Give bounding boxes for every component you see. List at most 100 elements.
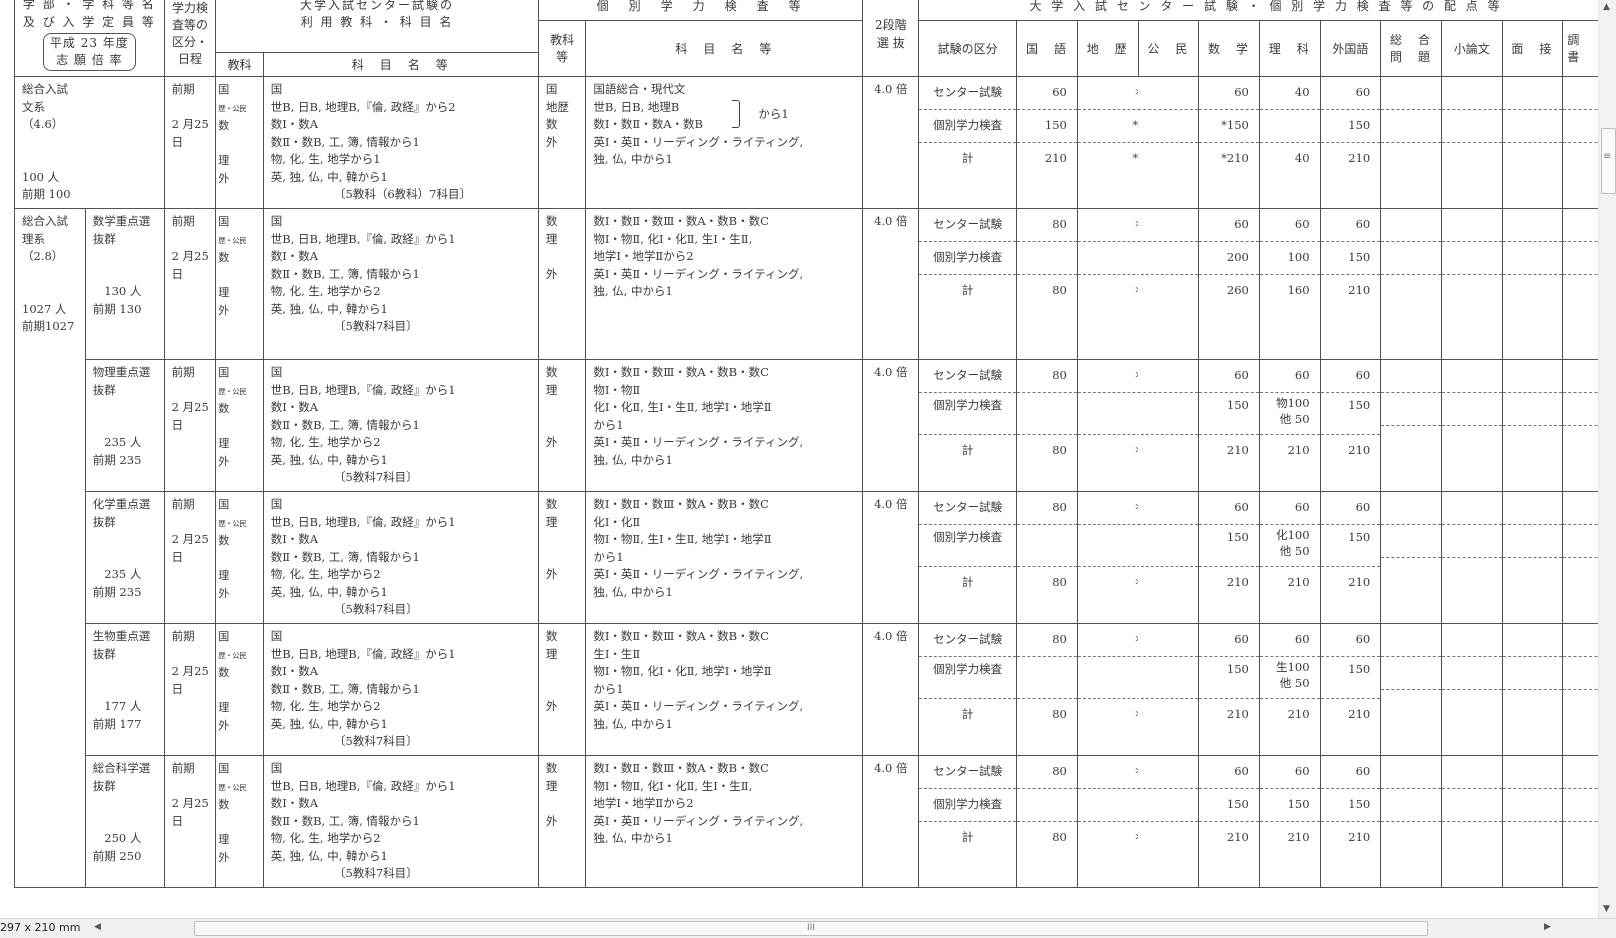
score-rika [1260, 110, 1320, 143]
kyoka-line: 国 [218, 215, 230, 228]
col-kokugo: 国 語 [1016, 20, 1078, 77]
grip-icon: ≡ [1603, 151, 1612, 162]
score-empty [1503, 558, 1562, 590]
empty-score-cell [1501, 208, 1564, 360]
kyoka-line: 数 [218, 402, 230, 415]
score-empty [1442, 110, 1502, 143]
nittei-cell: 前期 2 月25 日 [163, 491, 217, 624]
score-col-chireki: ＊40 ＊40 [1076, 208, 1139, 360]
kyoka-line: 数 [218, 119, 230, 132]
horizontal-scroll-thumb[interactable]: III [194, 921, 1428, 936]
dept-cell: 総合入試 文系 （4.6） 100 人 前期 100 [14, 76, 165, 209]
brace-icon [732, 100, 741, 128]
col-kominn: 公 民 [1137, 20, 1200, 77]
score-kokugo: 80 [1017, 757, 1077, 789]
sub-dept-cell: 総合科学選 抜群 250 人 前期 250 [84, 755, 165, 888]
vertical-scrollbar[interactable]: ▲ ≡ ▼ [1598, 0, 1616, 918]
score-col-kokugo: 80 80 [1016, 208, 1078, 360]
scroll-left-arrow-icon[interactable]: ◀ [94, 922, 101, 932]
score-rika: 160 [1287, 283, 1310, 297]
kyoka-line: 理 [218, 154, 230, 167]
score-math: 210 [1226, 575, 1249, 589]
score-gai: 210 [1348, 575, 1371, 589]
score-empty [1381, 210, 1441, 242]
scroll-up-arrow-icon[interactable]: ▲ [1603, 2, 1610, 12]
score-empty [1381, 393, 1441, 426]
kyoka-line: 歴・公民 [218, 235, 247, 245]
kobetsu-kyoka-cell: 数 理 外 [537, 359, 587, 492]
score-col-kokugo: 80 80 [1016, 755, 1078, 888]
score-empty [1442, 789, 1502, 822]
empty-score-cell [1440, 491, 1503, 624]
table-row: 総合入試 理系 （2.8） 1027 人 前期1027 数学重点選 抜群 130 … [14, 208, 1598, 888]
score-col-gai: 60 150 210 [1319, 208, 1382, 360]
score-empty [1503, 525, 1562, 558]
empty-score-cell [1380, 208, 1442, 360]
score-kominn [1138, 78, 1198, 110]
score-col-rika: 60 生100 他 50 210 [1258, 623, 1321, 756]
two-stage-cell: 4.0 倍 [862, 359, 920, 492]
score-math: 60 [1199, 757, 1259, 789]
kyoka-line: 数 [218, 798, 230, 811]
vertical-scroll-thumb[interactable]: ≡ [1601, 128, 1616, 194]
kyoka-line: 理 [218, 833, 230, 846]
score-kominn [1138, 822, 1198, 854]
score-col-label: センター試験 個別学力検査計 [918, 359, 1018, 492]
score-gai: 150 [1321, 789, 1380, 822]
empty-score-cell [1380, 359, 1442, 492]
score-empty [1563, 361, 1598, 393]
score-empty [1503, 361, 1562, 393]
score-chireki: ＊40 [1078, 567, 1138, 599]
empty-score-cell [1501, 755, 1564, 888]
score-gai: 60 [1321, 493, 1380, 525]
score-kominn [1138, 143, 1198, 175]
page-size-label: 297 x 210 mm [0, 921, 81, 934]
kobetsu-kamoku-text: 数Ⅰ・数Ⅱ・数Ⅲ・数A・数B・数C 物Ⅰ・物Ⅱ, 化Ⅰ・化Ⅱ, 生Ⅰ・生Ⅱ, 地… [593, 761, 804, 845]
scroll-right-arrow-icon[interactable]: ▶ [1544, 922, 1551, 932]
kyoka-line: 理 [218, 437, 230, 450]
document-viewport[interactable]: 学 部 ・ 学 科 等 名 及 び 入 学 定 員 等 平成 23 年度 志 願… [0, 0, 1598, 918]
score-label: 個別学力検査 [919, 110, 1016, 143]
kyoka-line: 歴・公民 [218, 650, 247, 660]
score-empty [1381, 78, 1441, 110]
score-col-label: センター試験 個別学力検査計 [918, 208, 1018, 360]
center-kamoku-cell: 国 世B, 日B, 地理B,『倫, 政経』から1 数Ⅰ・数A 数Ⅱ・数B, 工,… [262, 208, 539, 360]
score-gai: 60 [1321, 757, 1380, 789]
score-empty [1503, 426, 1562, 458]
score-chireki: ＊40 [1078, 822, 1138, 854]
sub-dept-cell: 生物重点選 抜群 177 人 前期 177 [84, 623, 165, 756]
score-chireki [1078, 657, 1139, 699]
col-chireki: 地 歴 [1076, 20, 1139, 77]
score-col-gai: 60 150 210 [1319, 623, 1382, 756]
center-kamoku-cell: 国 世B, 日B, 地理B,『倫, 政経』から1 数Ⅰ・数A 数Ⅱ・数B, 工,… [262, 359, 539, 492]
score-label: 計 [961, 443, 974, 457]
score-empty [1563, 210, 1598, 242]
score-empty [1563, 625, 1598, 657]
horizontal-scrollbar[interactable]: ◀ III ▶ [92, 920, 1592, 936]
score-rika: 物100 他 50 [1260, 393, 1320, 435]
score-col-kominn [1138, 208, 1200, 360]
scroll-down-arrow-icon[interactable]: ▼ [1603, 904, 1610, 914]
nittei-cell: 前期 2 月25 日 [163, 359, 217, 492]
empty-score-cell [1440, 623, 1503, 756]
score-rika: 210 [1287, 575, 1310, 589]
score-empty [1442, 558, 1501, 590]
empty-score-cell [1501, 623, 1564, 756]
score-empty [1381, 525, 1441, 558]
score-empty [1563, 78, 1598, 110]
score-gai: 150 [1321, 242, 1380, 275]
center-kamoku-cell: 国 世B, 日B, 地理B,『倫, 政経』から2 数Ⅰ・数A 数Ⅱ・数B, 工,… [262, 76, 539, 209]
score-kominn [1138, 567, 1198, 599]
kobetsu-header: 個 別 学 力 検 査 等 [537, 0, 864, 21]
col-gaikokugo: 外国語 [1319, 20, 1382, 77]
score-col-label: センター試験 個別学力検査計 [918, 755, 1018, 888]
two-stage-cell: 4.0 倍 [862, 755, 920, 888]
score-kominn [1138, 625, 1198, 657]
score-col-kokugo: 80 80 [1016, 623, 1078, 756]
nittei-cell: 前期 2 月25 日 [163, 755, 217, 888]
score-label: 計 [961, 707, 974, 721]
score-col-math: 60 150 210 [1198, 491, 1260, 624]
empty-score-cell [1562, 755, 1598, 888]
score-col-kominn [1138, 623, 1200, 756]
score-rika: 150 [1260, 789, 1320, 822]
